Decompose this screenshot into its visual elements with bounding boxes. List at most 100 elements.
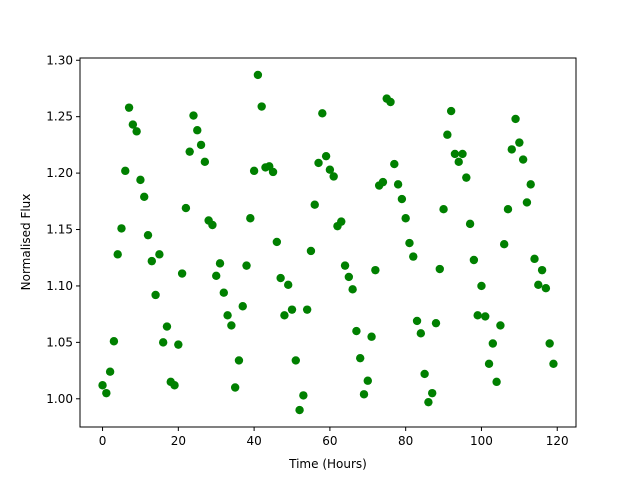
point bbox=[356, 353, 365, 363]
point bbox=[215, 259, 225, 268]
point bbox=[299, 391, 308, 400]
point bbox=[291, 356, 300, 365]
y-tick-label: 1.05 bbox=[46, 335, 73, 349]
point bbox=[348, 285, 357, 294]
point bbox=[412, 316, 422, 326]
point bbox=[469, 255, 479, 265]
point bbox=[371, 265, 380, 275]
point bbox=[302, 305, 312, 314]
point bbox=[549, 359, 558, 369]
point bbox=[121, 166, 130, 176]
point bbox=[280, 311, 289, 320]
point bbox=[545, 339, 554, 348]
point bbox=[223, 311, 232, 320]
point bbox=[105, 367, 115, 376]
point bbox=[147, 256, 157, 266]
point bbox=[200, 157, 210, 167]
point bbox=[314, 158, 323, 168]
point bbox=[162, 322, 172, 331]
point bbox=[321, 151, 331, 161]
point bbox=[177, 269, 187, 278]
point bbox=[268, 167, 278, 177]
point bbox=[424, 397, 433, 407]
point bbox=[488, 339, 498, 348]
point bbox=[227, 321, 236, 330]
y-tick-label: 1.20 bbox=[46, 166, 73, 180]
point bbox=[234, 356, 244, 365]
point bbox=[318, 109, 327, 118]
point bbox=[465, 219, 475, 229]
point bbox=[98, 381, 107, 390]
y-tick-label: 1.10 bbox=[46, 279, 73, 293]
point bbox=[367, 332, 376, 341]
point bbox=[363, 376, 372, 385]
point bbox=[393, 180, 403, 189]
point bbox=[310, 200, 319, 209]
point bbox=[515, 138, 524, 147]
point bbox=[458, 149, 467, 159]
point bbox=[359, 390, 369, 399]
x-axis-label: Time (Hours) bbox=[288, 457, 367, 471]
point bbox=[257, 102, 266, 111]
point bbox=[446, 106, 456, 116]
point bbox=[284, 280, 293, 290]
point bbox=[174, 340, 183, 349]
y-tick-label: 1.30 bbox=[46, 53, 73, 67]
point bbox=[462, 173, 471, 182]
y-axis-label: Normalised Flux bbox=[19, 194, 33, 291]
point bbox=[352, 326, 361, 336]
point bbox=[428, 388, 437, 398]
point bbox=[522, 198, 532, 207]
point bbox=[503, 205, 513, 214]
x-tick-label: 60 bbox=[322, 434, 337, 448]
point bbox=[534, 280, 543, 290]
x-tick-label: 100 bbox=[470, 434, 493, 448]
point bbox=[295, 405, 304, 415]
point bbox=[511, 114, 520, 124]
point bbox=[143, 230, 153, 240]
point bbox=[158, 338, 168, 347]
point bbox=[337, 217, 346, 226]
point bbox=[518, 155, 528, 164]
point bbox=[405, 238, 414, 248]
y-tick-label: 1.00 bbox=[46, 392, 73, 406]
point bbox=[325, 165, 335, 174]
x-tick-label: 0 bbox=[99, 434, 107, 448]
point bbox=[132, 127, 141, 136]
point bbox=[378, 177, 388, 187]
point bbox=[397, 194, 407, 204]
point bbox=[329, 172, 338, 181]
axes-frame bbox=[79, 57, 577, 428]
point bbox=[507, 145, 516, 154]
point bbox=[454, 157, 463, 167]
point bbox=[340, 261, 350, 270]
point bbox=[276, 273, 285, 283]
point bbox=[113, 250, 122, 259]
point bbox=[306, 246, 316, 256]
point bbox=[484, 359, 494, 369]
point bbox=[390, 159, 399, 169]
point bbox=[344, 272, 354, 282]
point bbox=[208, 220, 217, 230]
point bbox=[128, 120, 138, 129]
point bbox=[109, 337, 119, 346]
point bbox=[219, 288, 228, 297]
y-tick-label: 1.25 bbox=[46, 110, 73, 124]
point bbox=[140, 192, 149, 201]
x-tick-label: 80 bbox=[398, 434, 413, 448]
x-tick-label: 120 bbox=[546, 434, 569, 448]
point bbox=[477, 281, 486, 291]
point bbox=[537, 265, 547, 275]
point bbox=[181, 203, 191, 213]
point bbox=[496, 321, 505, 330]
point bbox=[435, 264, 444, 274]
point bbox=[409, 252, 418, 261]
point bbox=[473, 311, 482, 320]
point bbox=[155, 250, 164, 259]
point bbox=[541, 284, 551, 293]
point bbox=[185, 147, 194, 156]
point bbox=[212, 271, 221, 280]
point bbox=[450, 149, 460, 159]
x-tick-label: 40 bbox=[246, 434, 261, 448]
